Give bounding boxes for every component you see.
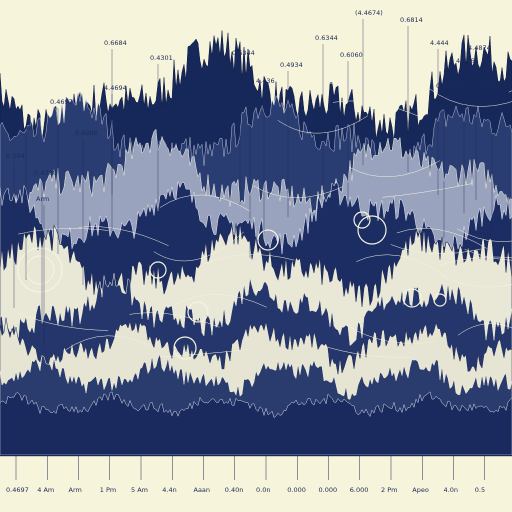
ring [173, 336, 197, 360]
axis-label: 0.0n [256, 486, 270, 494]
annotation: 4.4697 [484, 79, 507, 87]
axis-label: Aaan [194, 486, 211, 494]
thread [277, 115, 369, 134]
axis-label: 5 Am [131, 486, 148, 494]
ring [17, 247, 63, 293]
axis-label: 2 Pm [381, 486, 397, 494]
axis-label: 0.000 [287, 486, 306, 494]
wave-layers [0, 30, 512, 456]
annotation: 0.6684 [104, 39, 127, 47]
annotation: 0.6006 [75, 129, 98, 137]
ring [257, 229, 279, 251]
annotation: 0.6814 [400, 16, 423, 24]
thread [356, 254, 447, 277]
thread [439, 256, 512, 266]
thread [160, 348, 251, 358]
thread [253, 185, 344, 198]
annotation: 4.446 [456, 57, 475, 65]
thread [464, 249, 512, 261]
axis-label: Arm [69, 486, 82, 494]
ring [357, 215, 387, 245]
annotation: 0.4301 [150, 54, 173, 62]
labels: 0.6684 0.4301 0.6344 (4.4674) 0.6814 0.6344 0.… [6, 9, 507, 494]
decorations [13, 19, 512, 480]
thread [457, 228, 512, 242]
axis-label: 0.4697 [6, 486, 29, 494]
annotation: 4.4694 [104, 84, 127, 92]
annotation: 0.6344 [315, 34, 338, 42]
thread [159, 194, 251, 212]
thread [294, 67, 385, 83]
baseline [0, 455, 512, 457]
annotation: Arm [36, 195, 49, 203]
annotation: 0.4694 [436, 82, 459, 90]
annotation: 4.444 [430, 39, 449, 47]
thread [440, 275, 512, 288]
axis-label: 4.4n [162, 486, 176, 494]
annotation: 0.4300 [242, 102, 265, 110]
thread [129, 312, 220, 328]
annotation: 4.436 [256, 77, 275, 85]
annotation: 0.6060 [340, 51, 363, 59]
annotation: 0.6344 [232, 49, 255, 57]
thread [18, 312, 109, 331]
annotation: 4.400 [18, 124, 37, 132]
thread [390, 244, 481, 254]
thread [18, 228, 109, 235]
ring [433, 293, 447, 307]
axis-label: 1 Pm [100, 486, 116, 494]
thread [349, 160, 440, 178]
annotation: 0.4300 [34, 169, 57, 177]
axis-label: 0.40n [225, 486, 244, 494]
thread [382, 183, 473, 198]
thread [65, 335, 156, 351]
ring [187, 301, 209, 323]
thread [396, 228, 487, 249]
thread [176, 294, 267, 308]
axis-label: 4 Am [37, 486, 54, 494]
axis-label: 6.000 [350, 486, 369, 494]
annotation: 4.4874 [468, 44, 491, 52]
annotation: 0.4934 [280, 61, 303, 69]
ring [402, 288, 422, 308]
axis-label: Apeo [412, 486, 429, 494]
thread [428, 88, 512, 107]
thread [318, 61, 409, 78]
thread [344, 323, 435, 344]
axis-label: 4.0n [444, 486, 458, 494]
thread [457, 323, 512, 336]
axis-label: 0.000 [319, 486, 338, 494]
ring [149, 261, 167, 279]
thread [321, 345, 412, 358]
wave [0, 391, 512, 456]
thread [322, 72, 413, 85]
annotation: 0.504 [6, 152, 25, 160]
thread [332, 100, 424, 119]
thread [78, 226, 169, 247]
annotation: (4.4674) [355, 9, 383, 17]
thread [204, 254, 295, 265]
thread [153, 231, 244, 262]
annotation: 0.4697 [50, 98, 73, 106]
ring [353, 211, 371, 229]
axis-label: 0.5 [475, 486, 485, 494]
